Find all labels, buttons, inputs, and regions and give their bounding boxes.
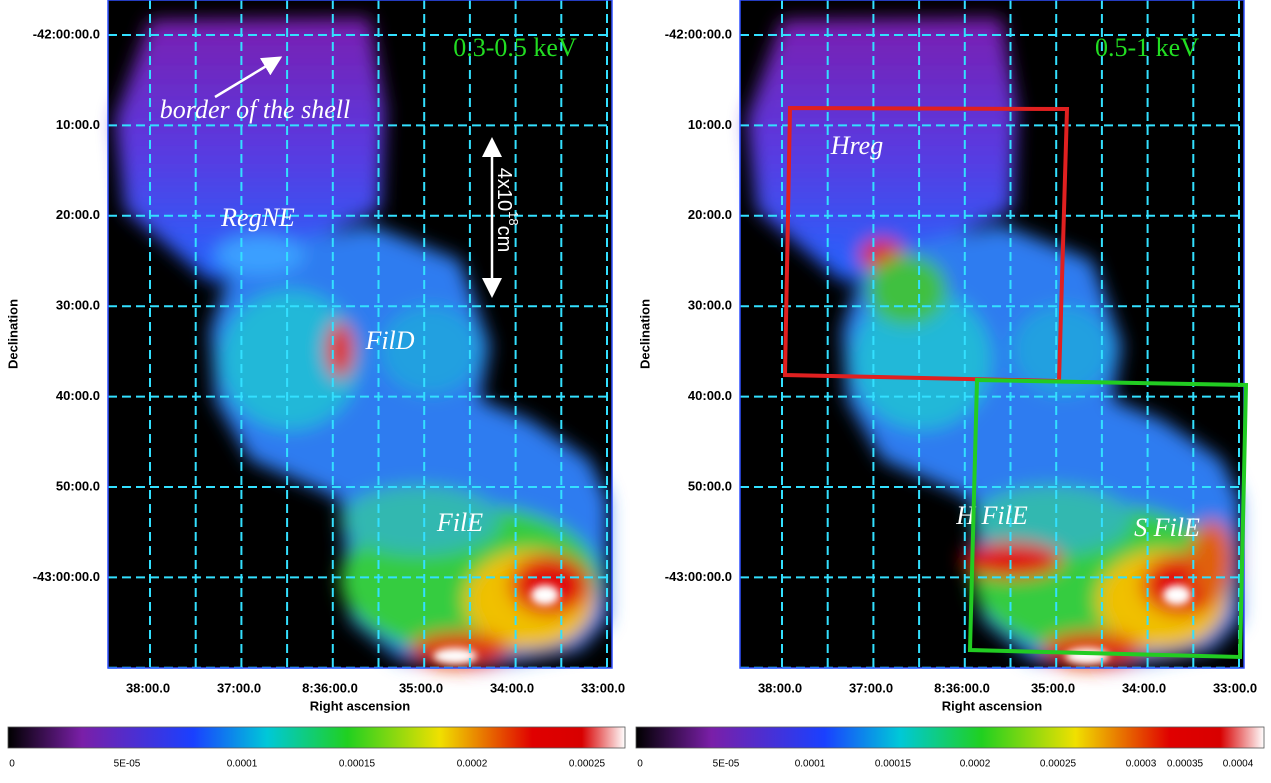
annotation: border of the shell — [160, 95, 350, 124]
annotation: RegNE — [220, 203, 295, 232]
y-tick-label: 20:00.0 — [688, 207, 732, 222]
y-axis-label: Declination — [637, 299, 652, 369]
colorbar-tick-label: 5E-05 — [713, 759, 740, 770]
y-tick-label: 50:00.0 — [688, 478, 732, 493]
x-tick-label: 34:00.0 — [490, 680, 534, 695]
scale-base: 4x10 — [493, 168, 515, 211]
energy-label: 0.3-0.5 keV — [453, 33, 577, 62]
emission — [215, 235, 305, 275]
x-axis-label: Right ascension — [942, 698, 1042, 713]
colorbar — [636, 727, 1264, 748]
y-tick-label: -43:00:00.0 — [33, 569, 100, 584]
y-tick-label: 30:00.0 — [56, 298, 100, 313]
x-tick-label: 35:00.0 — [399, 680, 443, 695]
y-tick-label: 10:00.0 — [688, 117, 732, 132]
emission — [962, 542, 1062, 578]
y-tick-label: -42:00:00.0 — [665, 26, 732, 41]
colorbar-tick-label: 0.0002 — [960, 759, 991, 770]
x-tick-label: 8:36:00.0 — [934, 680, 990, 695]
colorbar-tick-label: 0 — [637, 759, 643, 770]
energy-label: 0.5-1 keV — [1095, 33, 1199, 62]
annotation: H FilE — [955, 501, 1028, 530]
y-tick-label: 30:00.0 — [688, 298, 732, 313]
x-axis-label: Right ascension — [310, 698, 410, 713]
colorbar-tick-label: 0.0001 — [227, 759, 258, 770]
panel: 38:00.0 37:00.0 8:36:00.0 35:00.0 34:00.0 33:… — [5, 0, 625, 713]
colorbar-tick-label: 0 — [9, 759, 15, 770]
colorbar-tick-label: 0.00025 — [569, 759, 606, 770]
colorbar-tick-label: 0.00015 — [875, 759, 912, 770]
colorbar-tick-label: 0.00025 — [1040, 759, 1077, 770]
annotation: FilD — [364, 326, 414, 355]
annotation: S FilE — [1134, 513, 1200, 542]
colorbar — [8, 727, 625, 748]
annotation: FilE — [436, 508, 483, 537]
y-tick-label: -43:00:00.0 — [665, 569, 732, 584]
y-tick-label: 20:00.0 — [56, 207, 100, 222]
x-tick-label: 38:00.0 — [758, 680, 802, 695]
saturated — [531, 585, 559, 605]
x-tick-label: 8:36:00.0 — [302, 680, 358, 695]
colorbar-tick-label: 0.0001 — [795, 759, 826, 770]
y-tick-label: 50:00.0 — [56, 478, 100, 493]
saturated — [1163, 585, 1191, 605]
colorbar-tick-label: 0.0004 — [1223, 759, 1254, 770]
colorbar-tick-label: 0.00035 — [1167, 759, 1204, 770]
x-tick-label: 33:00.0 — [1213, 680, 1257, 695]
scale-exponent: 18 — [506, 211, 521, 225]
y-tick-label: 40:00.0 — [688, 388, 732, 403]
emission — [867, 255, 947, 325]
x-tick-label: 37:00.0 — [217, 680, 261, 695]
annotation: Hreg — [830, 131, 883, 160]
x-tick-label: 35:00.0 — [1031, 680, 1075, 695]
x-tick-label: 33:00.0 — [581, 680, 625, 695]
colorbar-tick-label: 5E-05 — [114, 759, 141, 770]
y-axis-label: Declination — [5, 299, 20, 369]
x-tick-label: 34:00.0 — [1122, 680, 1166, 695]
x-tick-label: 38:00.0 — [126, 680, 170, 695]
scale-unit: cm — [493, 226, 515, 253]
panel: 38:00.0 37:00.0 8:36:00.0 35:00.0 34:00.0 33:… — [637, 0, 1257, 713]
y-tick-label: 40:00.0 — [56, 388, 100, 403]
y-tick-label: -42:00:00.0 — [33, 26, 100, 41]
emission — [326, 322, 354, 378]
colorbar-tick-label: 0.0003 — [1126, 759, 1157, 770]
figure: 38:00.0 37:00.0 8:36:00.0 35:00.0 34:00.0 33:… — [0, 0, 1271, 778]
colorbar-tick-label: 0.0002 — [457, 759, 488, 770]
x-tick-label: 37:00.0 — [849, 680, 893, 695]
colorbar-tick-label: 0.00015 — [339, 759, 376, 770]
emission — [510, 555, 590, 615]
y-tick-label: 10:00.0 — [56, 117, 100, 132]
